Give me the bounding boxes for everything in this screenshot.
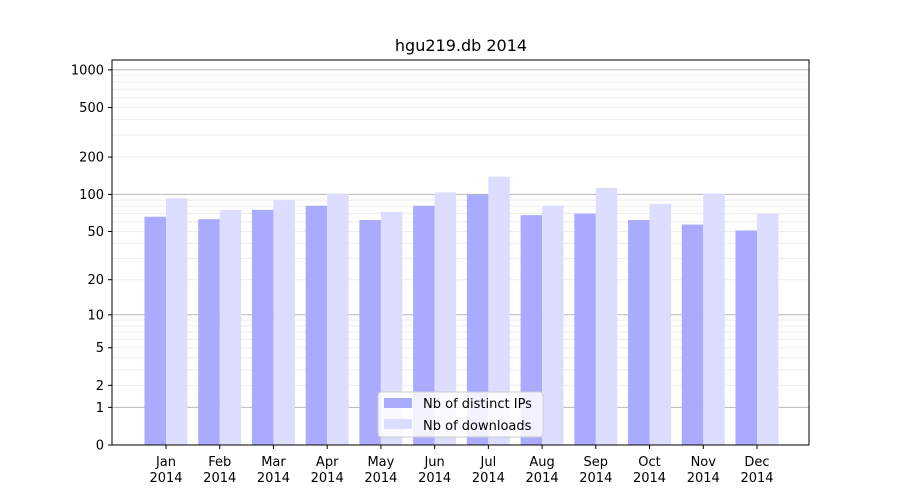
bar-distinct-ips	[735, 230, 757, 445]
x-tick-label: Jul 2014	[472, 455, 505, 486]
legend-label-distinct-ips: Nb of distinct IPs	[423, 397, 532, 412]
bar-downloads	[219, 209, 242, 445]
y-tick-label: 500	[79, 101, 104, 116]
bar-downloads	[649, 203, 672, 445]
x-tick-label: Jan 2014	[149, 455, 182, 486]
bar-distinct-ips	[413, 205, 435, 445]
y-tick-label: 2	[96, 379, 104, 394]
bar-distinct-ips	[520, 215, 543, 445]
y-tick-label: 50	[87, 225, 104, 240]
x-tick-label: Feb 2014	[203, 455, 236, 486]
bar-downloads	[757, 213, 779, 445]
x-axis: Jan 2014 Feb 2014 Mar 2014 Apr 2014 May 2014 Jun 20…	[149, 445, 774, 486]
x-tick-label: May 2014	[364, 455, 397, 486]
bar-downloads	[488, 176, 510, 445]
y-tick-label: 10	[87, 308, 104, 323]
bar-downloads	[595, 187, 618, 445]
bars	[144, 176, 779, 445]
bar-distinct-ips	[359, 220, 381, 445]
x-tick-label: Mar 2014	[257, 455, 290, 486]
bar-downloads	[380, 212, 403, 445]
x-tick-label: Dec 2014	[740, 455, 773, 486]
legend-swatch-downloads	[384, 419, 412, 429]
y-tick-label: 1	[96, 401, 104, 416]
bar-downloads	[166, 198, 188, 445]
y-tick-label: 20	[87, 273, 104, 288]
plot-frame	[111, 59, 810, 446]
bar-distinct-ips	[681, 224, 704, 445]
bar-downloads	[542, 205, 564, 445]
bar-downloads	[273, 200, 295, 445]
bar-distinct-ips	[198, 219, 220, 445]
bar-distinct-ips	[305, 205, 328, 445]
x-tick-label: Apr 2014	[311, 455, 344, 486]
y-tick-label: 200	[79, 151, 104, 166]
bar-distinct-ips	[144, 216, 166, 445]
x-tick-label: Aug 2014	[526, 455, 559, 486]
bar-distinct-ips	[466, 194, 489, 445]
bar-distinct-ips	[628, 220, 650, 445]
bar-distinct-ips	[574, 213, 596, 445]
chart-title: hgu219.db 2014	[395, 36, 527, 55]
x-tick-label: Jun 2014	[418, 455, 451, 486]
y-tick-label: 1000	[71, 63, 104, 78]
legend-label-downloads: Nb of downloads	[423, 419, 532, 434]
legend-frame	[377, 391, 544, 438]
legend-swatch-distinct-ips	[384, 398, 412, 408]
x-tick-label: Oct 2014	[633, 455, 666, 486]
bar-downloads	[327, 193, 349, 445]
y-axis: 0 1 2 5 10 20 50 100 200 500 1000	[71, 63, 112, 454]
y-tick-label: 100	[79, 188, 104, 203]
y-tick-label: 0	[96, 439, 104, 454]
bar-downloads	[434, 192, 457, 445]
legend: Nb of distinct IPs Nb of downloads	[377, 391, 544, 438]
x-tick-label: Nov 2014	[687, 455, 720, 486]
bar-distinct-ips	[251, 209, 274, 445]
x-tick-label: Sep 2014	[579, 455, 612, 486]
y-tick-label: 5	[96, 341, 104, 356]
bar-downloads	[703, 193, 725, 445]
